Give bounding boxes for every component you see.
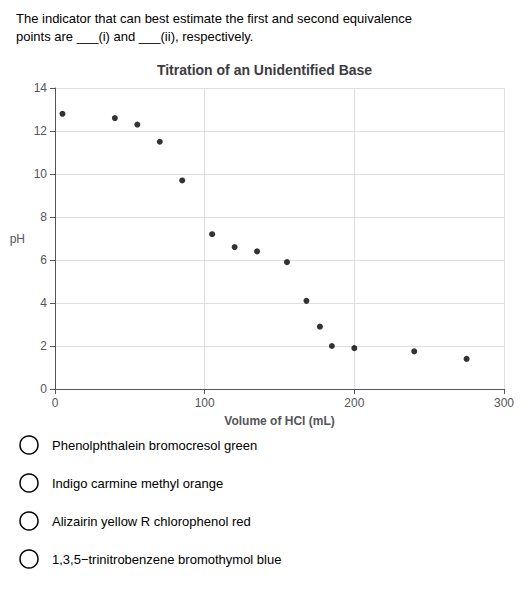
svg-text:Titration of an Unidentified B: Titration of an Unidentified Base — [157, 62, 372, 78]
svg-text:300: 300 — [494, 396, 514, 410]
svg-text:8: 8 — [40, 210, 47, 224]
svg-text:100: 100 — [195, 396, 215, 410]
svg-text:Indigo carmine methyl orange: Indigo carmine methyl orange — [52, 476, 223, 491]
svg-text:4: 4 — [40, 296, 47, 310]
svg-text:pH: pH — [10, 232, 25, 246]
svg-text:14: 14 — [34, 81, 48, 95]
svg-text:0: 0 — [40, 382, 47, 396]
svg-text:The indicator that can best es: The indicator that can best estimate the… — [16, 11, 412, 26]
svg-text:12: 12 — [34, 124, 48, 138]
svg-text:Alizairin yellow R chloropheno: Alizairin yellow R chlorophenol red — [52, 514, 251, 529]
svg-text:200: 200 — [344, 396, 364, 410]
svg-text:points are ___(i) and ___(ii),: points are ___(i) and ___(ii), respectiv… — [16, 29, 254, 44]
svg-text:Phenolphthalein bromocresol gr: Phenolphthalein bromocresol green — [52, 438, 257, 453]
svg-text:10: 10 — [34, 167, 48, 181]
svg-text:Volume of HCl (mL): Volume of HCl (mL) — [224, 414, 334, 428]
svg-text:6: 6 — [40, 253, 47, 267]
svg-text:2: 2 — [40, 339, 47, 353]
svg-text:1,3,5−trinitrobenzene bromothy: 1,3,5−trinitrobenzene bromothymol blue — [52, 552, 281, 567]
svg-text:0: 0 — [52, 396, 59, 410]
